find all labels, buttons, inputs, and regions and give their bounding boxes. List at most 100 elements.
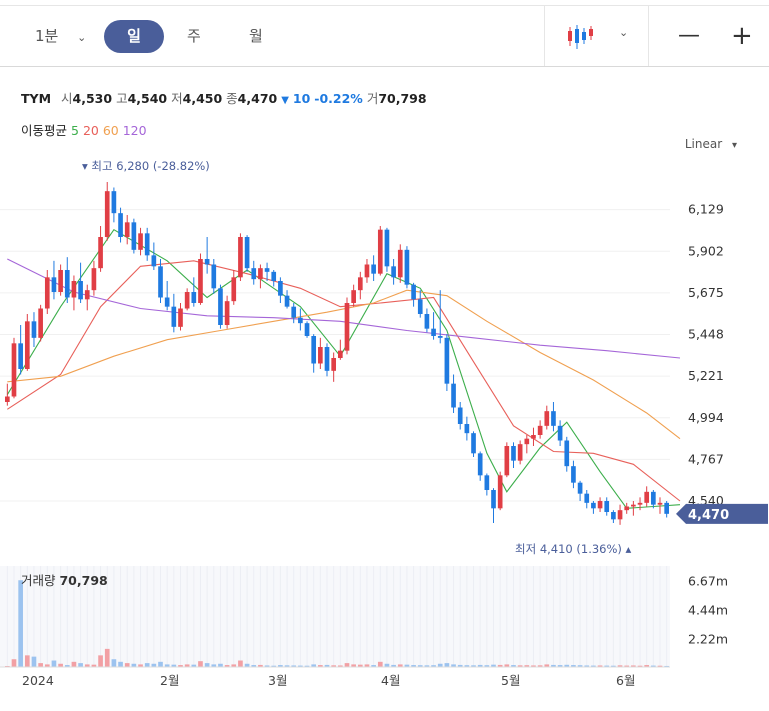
ma-5: 5 <box>71 123 79 138</box>
candle-body <box>657 502 663 505</box>
candle-body <box>524 438 530 445</box>
volume-bar <box>584 665 590 667</box>
x-tick-label: 3월 <box>268 673 287 688</box>
candle-body <box>604 501 610 512</box>
volume-bar <box>64 665 70 667</box>
volume-bar <box>357 664 363 667</box>
candle-body <box>457 407 463 424</box>
ma-60-line <box>7 289 681 440</box>
candle-body <box>304 323 310 336</box>
candle-body <box>511 446 516 461</box>
low-value: 4,450 <box>182 91 223 106</box>
candle-body <box>377 229 383 274</box>
interval-select[interactable]: 1분 ⌄ <box>35 6 86 66</box>
volume-bar <box>397 664 403 667</box>
candle-body <box>31 321 37 338</box>
volume-bar <box>644 665 650 667</box>
volume-bar <box>38 663 43 667</box>
candle-body <box>111 191 117 214</box>
ma-60: 60 <box>102 123 119 138</box>
candle-body <box>318 347 323 364</box>
price-tick-label: 4,994 <box>688 410 724 425</box>
candle-body <box>251 268 257 280</box>
candle-body <box>357 277 363 291</box>
volume-bar <box>531 665 536 667</box>
tab-week[interactable]: 주 <box>187 27 201 45</box>
candle-body <box>144 233 150 256</box>
volume-bar <box>351 664 356 667</box>
current-price-tag <box>676 503 768 524</box>
candle-body <box>178 308 183 327</box>
volume-bar <box>577 665 583 667</box>
candle-body <box>617 510 623 520</box>
candle-body <box>437 336 443 338</box>
volume-bar <box>364 664 370 667</box>
candle-body <box>371 264 376 274</box>
current-price-label: 4,470 <box>688 508 729 523</box>
candle-body <box>631 504 636 507</box>
candle-body <box>91 268 97 291</box>
volume-bar <box>411 665 416 667</box>
candle-body <box>611 512 616 520</box>
close-label: 종 <box>226 91 238 106</box>
volume-bar <box>344 663 350 667</box>
candle-body <box>597 501 603 509</box>
candle-body <box>104 191 110 237</box>
candle-body <box>4 396 10 402</box>
price-tick-label: 6,129 <box>688 202 724 217</box>
ma-120-line <box>7 258 681 359</box>
volume-bar <box>11 659 17 667</box>
candle-body <box>184 292 190 309</box>
candle-body <box>644 491 650 503</box>
ma-20: 20 <box>82 123 99 138</box>
candle-body <box>231 277 237 302</box>
volume-bar <box>657 665 663 667</box>
volume-tick-label: 2.22m <box>688 631 728 646</box>
high-label: 고 <box>116 91 128 106</box>
volume-tick-label: 4.44m <box>688 603 728 618</box>
volume-bar <box>304 665 310 667</box>
volume-bar <box>377 661 383 667</box>
candle-body <box>258 268 263 280</box>
volume-bar <box>211 664 217 667</box>
candle-body <box>244 237 250 269</box>
volume-bar <box>404 664 410 667</box>
volume-bar <box>44 664 50 667</box>
candle-body <box>637 502 643 505</box>
candle-body <box>291 306 297 318</box>
candle-body <box>451 383 456 408</box>
candle-body <box>78 281 83 300</box>
scale-mode-select[interactable]: Linear ▾ <box>685 137 737 151</box>
volume-bar <box>118 661 123 667</box>
volume-bar <box>611 665 616 667</box>
tab-day[interactable]: 일 <box>104 20 164 53</box>
candle-body <box>44 277 50 309</box>
tab-month[interactable]: 월 <box>249 27 263 45</box>
candle-body <box>584 493 590 503</box>
candle-body <box>278 281 283 296</box>
volume-bar <box>551 664 556 667</box>
volume-bar <box>151 663 157 667</box>
volume-bar <box>251 665 257 667</box>
ma-label: 이동평균 <box>21 123 68 138</box>
volume-bar <box>464 665 470 667</box>
volume-bar <box>271 665 277 667</box>
price-tick-label: 4,767 <box>688 451 724 466</box>
candle-body <box>517 444 523 461</box>
volume-label: 거 <box>366 91 379 106</box>
volume-value: 70,798 <box>59 573 107 588</box>
volume-bar <box>664 665 670 667</box>
candle-body <box>238 237 243 278</box>
minus-icon[interactable]: — <box>678 23 700 48</box>
volume-bar <box>624 665 630 667</box>
chart-type-button[interactable]: ⌄ <box>566 6 636 66</box>
volume-bar <box>384 663 390 667</box>
candle-body <box>58 270 63 292</box>
low-label: 저 <box>171 91 183 106</box>
volume-bar <box>58 663 63 667</box>
candle-body <box>38 308 43 338</box>
close-value: 4,470 <box>237 91 278 106</box>
plus-icon[interactable]: + <box>731 21 753 51</box>
volume-bar <box>391 664 396 667</box>
